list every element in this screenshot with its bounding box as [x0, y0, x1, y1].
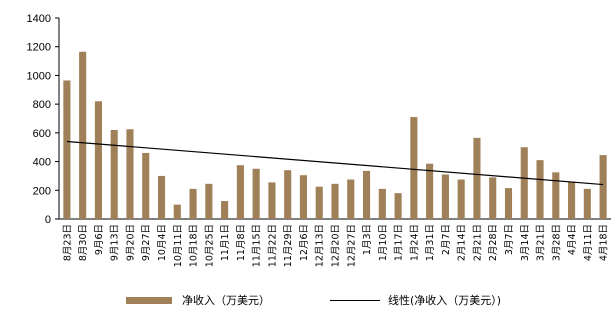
- x-tick-label: 2月7日: [441, 224, 452, 255]
- bar: [473, 137, 481, 219]
- x-tick-label: 12月27日: [346, 224, 357, 267]
- bar: [489, 177, 497, 219]
- bar: [599, 155, 607, 219]
- x-tick-label: 12月13日: [315, 224, 326, 267]
- bar: [520, 147, 528, 219]
- bar: [568, 181, 576, 219]
- x-tick-label: 8月30日: [78, 224, 89, 261]
- x-axis: 8月23日 8月30日 9月6日 9月13日 9月20日 9月27日 10月4日 10月11日…: [59, 218, 611, 267]
- bar: [79, 51, 87, 219]
- bar: [552, 172, 560, 219]
- x-tick-label: 1月10日: [378, 224, 389, 261]
- trendline: [66, 140, 604, 186]
- y-tick-label: 600: [33, 128, 51, 140]
- legend-swatch-bar: [126, 296, 172, 304]
- bar: [426, 163, 434, 219]
- bar: [157, 175, 166, 219]
- bar: [268, 182, 276, 219]
- x-tick-label: 1月3日: [362, 224, 373, 255]
- x-tick-label: 3月14日: [520, 224, 531, 261]
- bar: [236, 165, 244, 219]
- bar: [221, 201, 229, 219]
- x-tick-label: 2月21日: [472, 224, 483, 261]
- x-tick-label: 3月28日: [551, 224, 562, 261]
- bar: [457, 179, 465, 219]
- bar: [63, 80, 71, 219]
- legend-swatch-line: [330, 299, 380, 301]
- x-tick-label: 11月29日: [283, 224, 294, 267]
- x-tick-label: 10月11日: [173, 224, 184, 267]
- bar: [205, 183, 213, 219]
- bar: [583, 188, 591, 219]
- x-tick-label: 1月24日: [409, 224, 420, 261]
- bar: [347, 179, 355, 219]
- trendline-series: [66, 140, 604, 186]
- y-tick-label: 200: [33, 185, 51, 197]
- legend-label-net-income: 净收入（万美元）: [182, 294, 270, 307]
- bar: [189, 188, 197, 219]
- bar: [331, 183, 339, 219]
- y-tick-label: 1400: [27, 13, 51, 25]
- x-tick-label: 9月6日: [94, 224, 105, 255]
- bar: [110, 129, 118, 219]
- legend: 净收入（万美元） 线性(净收入（万美元）): [0, 292, 616, 312]
- y-tick-label: 0: [45, 214, 51, 226]
- bar: [362, 170, 371, 219]
- legend-label-trendline: 线性(净收入（万美元）): [388, 294, 502, 307]
- bar: [252, 168, 260, 219]
- x-tick-label: 4月11日: [583, 224, 594, 261]
- legend-item-trendline: 线性(净收入（万美元）): [330, 292, 501, 308]
- x-tick-label: 9月27日: [141, 224, 152, 261]
- x-tick-label: 12月20日: [331, 224, 342, 267]
- bar: [284, 170, 292, 219]
- y-tick-label: 1200: [27, 42, 51, 54]
- x-tick-label: 2月28日: [488, 224, 499, 261]
- bar: [126, 129, 134, 219]
- bar: [315, 186, 323, 219]
- x-tick-label: 9月13日: [110, 224, 121, 261]
- bar: [173, 204, 181, 219]
- bar: [410, 117, 418, 219]
- bar: [441, 174, 449, 219]
- x-tick-label: 11月1日: [220, 224, 231, 261]
- bar-series: [63, 51, 607, 219]
- x-tick-label: 3月21日: [536, 224, 547, 261]
- x-tick-label: 2月14日: [457, 224, 468, 261]
- y-tick-label: 1000: [27, 70, 51, 82]
- x-tick-label: 12月6日: [299, 224, 310, 261]
- y-tick-label: 400: [33, 157, 51, 169]
- bar: [94, 101, 102, 219]
- x-tick-label: 11月15日: [252, 224, 263, 267]
- bar: [299, 175, 308, 219]
- bar: [378, 188, 386, 219]
- bar: [536, 160, 544, 219]
- x-tick-label: 4月4日: [567, 224, 578, 255]
- legend-item-net-income: 净收入（万美元）: [126, 292, 270, 308]
- x-tick-label: 8月23日: [62, 224, 73, 261]
- bar: [142, 152, 150, 219]
- x-tick-label: 1月17日: [394, 224, 405, 261]
- x-tick-label: 1月31日: [425, 224, 436, 261]
- y-tick-label: 800: [33, 99, 51, 111]
- bar: [394, 193, 402, 219]
- x-tick-label: 10月18日: [189, 224, 200, 267]
- x-tick-label: 11月22日: [267, 224, 278, 267]
- x-tick-label: 9月20日: [125, 224, 136, 261]
- y-axis: 0 200 400 600 800 1000 1200 1400: [27, 13, 60, 226]
- bar: [504, 188, 513, 219]
- x-tick-label: 3月7日: [504, 224, 515, 255]
- x-tick-label: 10月4日: [157, 224, 168, 261]
- x-tick-label: 10月25日: [204, 224, 215, 267]
- x-tick-label: 11月8日: [236, 224, 247, 261]
- x-tick-label: 4月18日: [599, 224, 610, 261]
